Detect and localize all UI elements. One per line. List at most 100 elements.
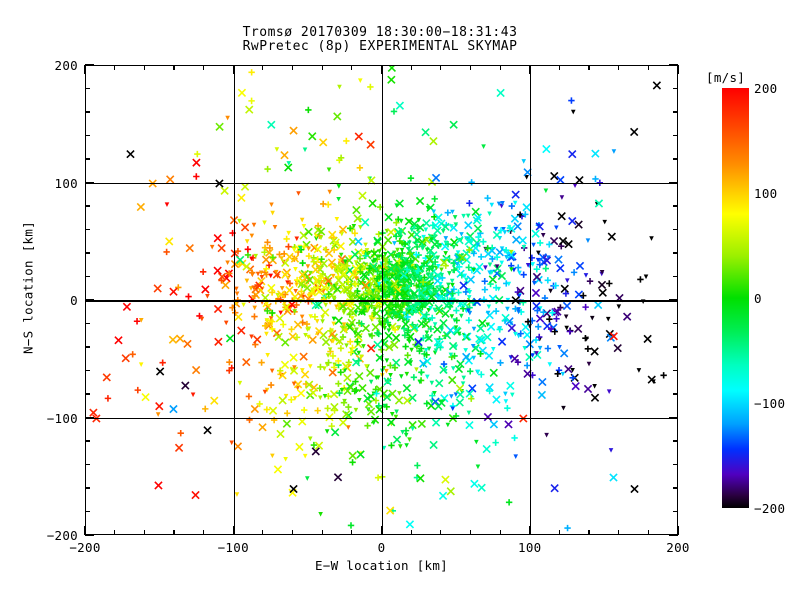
marker-plus [418,242,426,250]
marker-x-cross [341,362,351,371]
marker-x-cross [439,319,448,328]
marker-plus [584,345,592,353]
marker-chevron [560,371,566,377]
marker-chevron [449,224,454,229]
marker-chevron [313,236,319,242]
marker-x-cross [321,308,330,317]
marker-x-cross [386,418,396,427]
marker-plus [335,273,342,280]
marker-plus [314,407,321,414]
marker-chevron [401,297,407,302]
marker-x-cross [464,237,473,246]
marker-plus [351,387,358,395]
marker-chevron [450,209,455,215]
marker-x-cross [384,331,393,341]
marker-chevron [536,223,541,228]
marker-chevron [589,315,595,321]
marker-chevron [535,257,541,263]
marker-chevron [237,380,243,386]
marker-x-cross [174,443,184,452]
marker-chevron [554,225,559,231]
marker-plus [280,321,287,328]
marker-x-cross [409,304,418,313]
marker-x-cross [434,402,443,411]
marker-plus [420,260,428,267]
marker-chevron [459,232,464,237]
marker-x-cross [295,442,304,452]
marker-chevron [508,249,514,255]
marker-x-cross [373,340,382,349]
marker-x-cross [282,419,292,428]
marker-plus [536,239,544,247]
marker-x-cross [564,239,573,249]
colorbar-gradient [722,88,749,508]
marker-chevron [546,255,551,261]
colorbar-tick-label: 100 [754,186,778,201]
marker-x-cross [456,359,465,369]
marker-x-cross [392,435,402,444]
marker-chevron [283,393,289,399]
marker-plus [660,372,667,379]
marker-chevron [392,241,397,246]
marker-plus [339,333,347,341]
marker-plus [582,334,589,342]
marker-x-cross [355,371,364,381]
marker-x-cross [343,373,352,383]
marker-x-cross [348,451,357,460]
marker-chevron [509,267,514,272]
colorbar-tick-label: 200 [754,81,778,96]
x-minor-tick-top [143,65,145,70]
marker-plus [356,164,364,172]
marker-plus [546,316,553,323]
marker-plus [414,267,422,275]
marker-chevron [337,84,342,90]
marker-x-cross [607,232,616,241]
marker-plus [244,251,252,259]
marker-x-cross [314,326,324,336]
marker-plus [264,165,271,173]
marker-x-cross [122,302,132,311]
marker-chevron [499,246,505,251]
y-minor-tick-right [673,440,678,442]
marker-chevron [310,287,315,293]
marker-x-cross [557,212,566,221]
marker-plus [540,309,547,316]
marker-chevron [570,109,576,115]
marker-plus [429,222,437,229]
marker-plus [382,277,389,284]
marker-x-cross [331,428,340,437]
marker-x-cross [652,81,662,90]
marker-x-cross [220,186,229,195]
marker-chevron [293,288,298,294]
y-minor-tick-right [673,369,678,372]
marker-chevron [410,426,415,432]
marker-chevron [286,161,292,166]
marker-plus [244,246,252,253]
marker-chevron [516,307,521,312]
marker-x-cross [421,128,430,137]
marker-plus [268,289,276,296]
marker-plus [544,345,552,352]
x-minor-tick-top [647,65,649,70]
marker-chevron [345,425,351,430]
marker-x-cross [346,306,356,316]
marker-chevron [606,389,612,394]
marker-chevron [386,282,391,288]
marker-chevron [467,290,473,295]
marker-x-cross [324,276,333,286]
marker-plus [129,351,136,358]
marker-x-cross [287,300,297,309]
marker-chevron [501,226,506,232]
marker-chevron [408,273,414,279]
marker-chevron [398,230,404,235]
marker-x-cross [366,140,375,149]
x-tick-label: 0 [377,540,386,555]
marker-chevron [451,244,457,250]
marker-x-cross [558,236,568,246]
marker-chevron [292,365,297,370]
marker-x-cross [288,332,297,341]
marker-chevron [487,211,492,217]
marker-plus [336,389,343,397]
marker-chevron [382,326,388,331]
marker-chevron [365,308,371,313]
